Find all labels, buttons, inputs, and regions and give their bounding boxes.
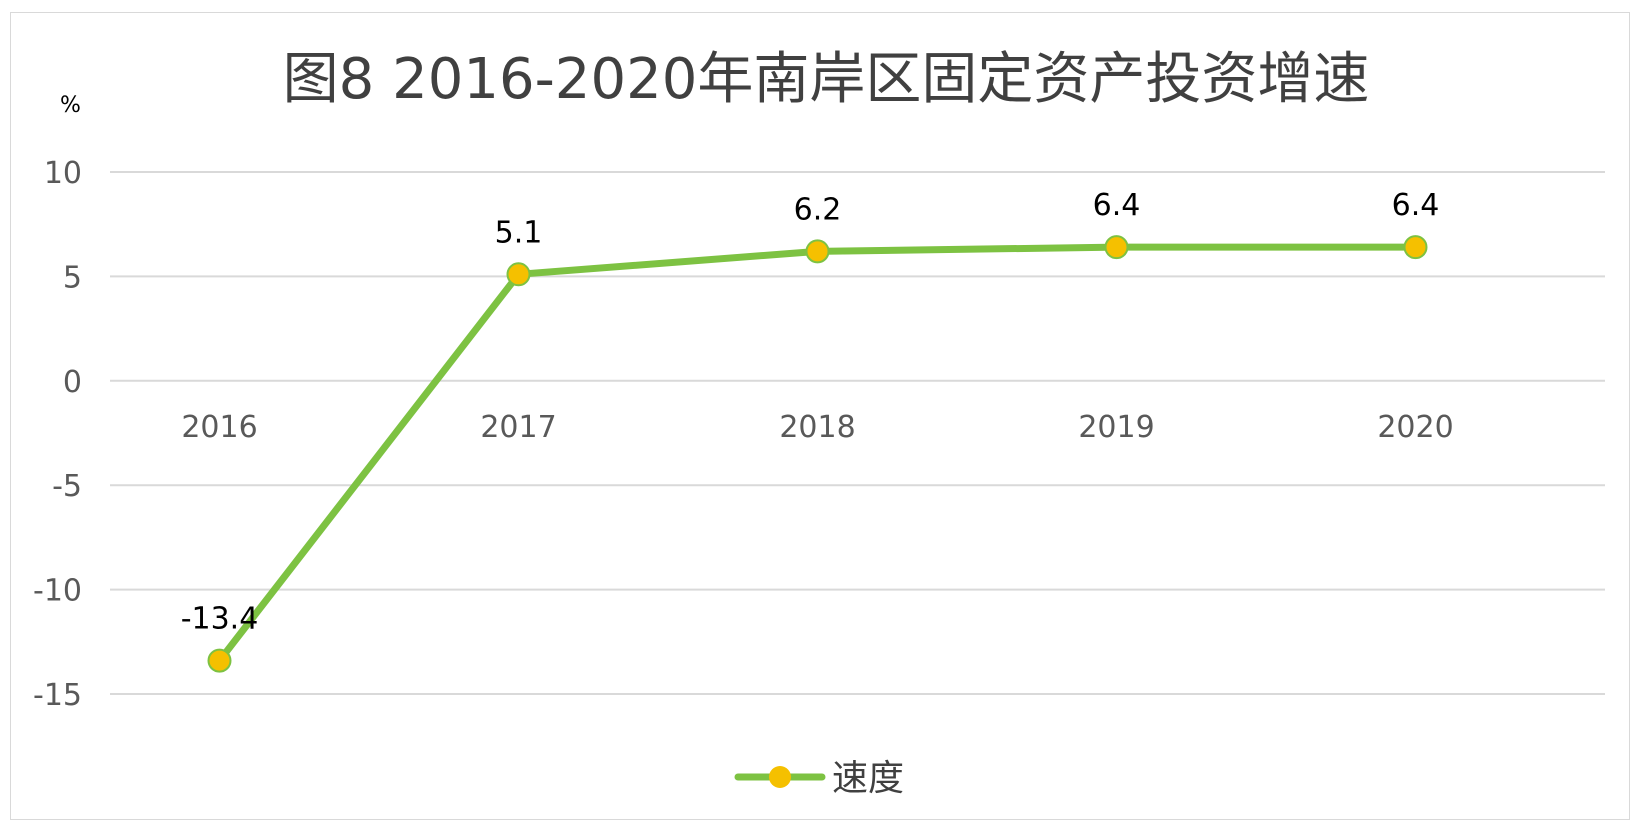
x-tick-label: 2017 bbox=[480, 410, 556, 445]
y-tick-label: -15 bbox=[33, 678, 82, 713]
data-point-marker bbox=[506, 262, 531, 287]
legend-label: 速度 bbox=[832, 758, 904, 799]
legend-marker-swatch bbox=[769, 766, 791, 788]
data-point-marker bbox=[805, 239, 830, 264]
data-label: 6.4 bbox=[1093, 188, 1141, 223]
y-tick-label: 0 bbox=[63, 365, 82, 400]
x-tick-label: 2016 bbox=[181, 410, 257, 445]
y-axis-ticks: 10 5 0 -5 -10 -15 bbox=[33, 156, 82, 713]
data-point-marker bbox=[1403, 235, 1428, 260]
legend: 速度 bbox=[734, 758, 904, 799]
data-point-marker bbox=[1104, 235, 1129, 260]
y-tick-label: 10 bbox=[44, 156, 82, 191]
x-tick-label: 2019 bbox=[1078, 410, 1154, 445]
x-axis-ticks: 2016 2017 2018 2019 2020 bbox=[181, 410, 1453, 445]
data-label: 6.2 bbox=[794, 192, 842, 227]
x-tick-label: 2018 bbox=[779, 410, 855, 445]
y-tick-label: 5 bbox=[63, 260, 82, 295]
data-point-marker bbox=[207, 648, 232, 673]
gridlines bbox=[110, 171, 1605, 695]
chart-frame bbox=[10, 12, 1630, 820]
data-label: 6.4 bbox=[1392, 188, 1440, 223]
data-label: -13.4 bbox=[181, 602, 259, 637]
chart-title: 图8 2016-2020年南岸区固定资产投资增速 bbox=[283, 47, 1370, 112]
series-layer: -13.4 5.1 6.2 6.4 6.4 bbox=[181, 188, 1440, 673]
y-tick-label: -5 bbox=[52, 469, 82, 504]
data-label: 5.1 bbox=[495, 215, 543, 250]
y-tick-label: -10 bbox=[33, 574, 82, 609]
y-axis-unit-label: % bbox=[60, 93, 81, 118]
series-line bbox=[216, 243, 1419, 665]
x-tick-label: 2020 bbox=[1377, 410, 1453, 445]
